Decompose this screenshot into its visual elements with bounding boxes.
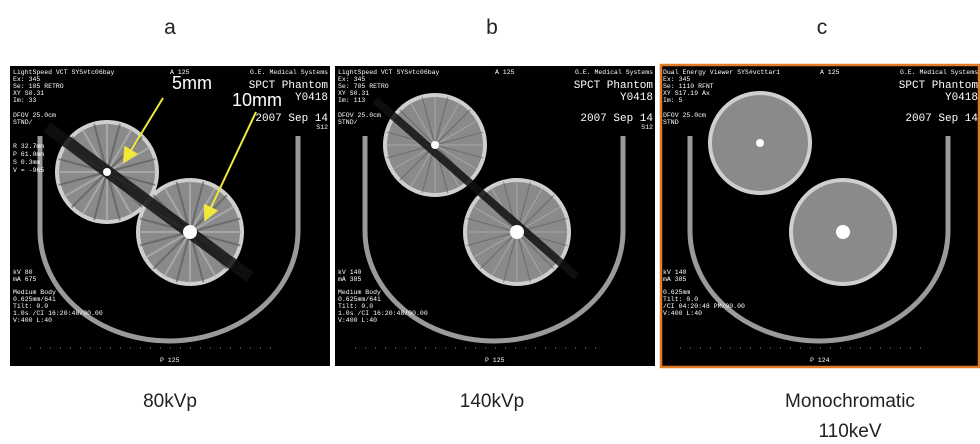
overlay-text: 0.625mm/64i [338, 296, 381, 303]
rod-large [510, 225, 524, 239]
rod-small [431, 141, 439, 149]
arrow [122, 97, 164, 164]
overlay-text: STND/ [13, 119, 33, 126]
panel-letter: a [164, 16, 176, 39]
overlay-text: Medium Body [13, 289, 56, 296]
overlay-text: P 124 [810, 357, 830, 364]
overlay-text: LightSpeed VCT SYS#tc06bay [13, 69, 115, 76]
overlay-text: S 0.3mm [13, 159, 40, 166]
annotation: 5mm [172, 73, 212, 93]
overlay-text: STND [663, 119, 679, 126]
overlay-text: SPCT Phantom [899, 80, 979, 92]
overlay-text: S12 [316, 124, 328, 131]
overlay-text: A 125 [170, 69, 190, 76]
overlay-text: 2007 Sep 14 [905, 113, 978, 125]
overlay-text: /CI 04:20:48 PM/00.00 [663, 303, 745, 310]
overlay-text: V:400 L:40 [663, 310, 702, 317]
panel-border [659, 63, 980, 369]
panel-caption: 80kVp [143, 391, 197, 412]
overlay-text: V = -965 [13, 167, 44, 174]
arrow [203, 111, 257, 222]
overlay-text: Se: 1110 RFNT [663, 83, 714, 90]
overlay-text: 2007 Sep 14 [580, 113, 653, 125]
overlay-text: Im: 5 [663, 97, 683, 104]
annotation: 10mm [232, 90, 282, 110]
rod-small [103, 168, 111, 176]
overlay-text: G.E. Medical Systems [250, 69, 328, 76]
overlay-text: 2007 Sep 14 [255, 113, 328, 125]
overlay-text: Ex: 345 [13, 76, 40, 83]
overlay-text: P 61.0mm [13, 151, 44, 158]
overlay-text: Im: 113 [338, 97, 365, 104]
panel-caption: 110keV [818, 421, 881, 442]
overlay-text: Se: 705 RETRO [338, 83, 389, 90]
overlay-text: Tilt: 0.0 [13, 303, 48, 310]
dark-streak [43, 122, 254, 282]
overlay-text: Y0418 [945, 92, 978, 104]
overlay-text: mA 385 [663, 276, 687, 283]
overlay-text: A 125 [820, 69, 840, 76]
panel-letter: c [817, 16, 828, 39]
table-arc [37, 136, 301, 344]
overlay-text: P 125 [160, 357, 180, 364]
overlay-text: 0.625mm/64i [13, 296, 56, 303]
overlay-text: kV 140 [663, 269, 687, 276]
overlay-text: Ex: 345 [338, 76, 365, 83]
overlay-text: V:400 L:40 [338, 317, 377, 324]
overlay-text: DFOV 25.0cm [13, 112, 56, 119]
overlay-text: Dual Energy Viewer SYS#vcttar1 [663, 69, 780, 76]
overlay-text: G.E. Medical Systems [575, 69, 653, 76]
table-arc [687, 136, 951, 344]
overlay-text: SPCT Phantom [249, 80, 329, 92]
overlay-text: DFOV 25.0cm [663, 112, 706, 119]
rod-large [836, 225, 850, 239]
overlay-text: STND/ [338, 119, 358, 126]
overlay-text: R 32.7mm [13, 143, 44, 150]
overlay-text: Medium Body [338, 289, 381, 296]
overlay-text: XY S0.31 [338, 90, 369, 97]
rod-small [756, 139, 764, 147]
panel-caption: Monochromatic [785, 391, 915, 412]
overlay-text: kV 140 [338, 269, 362, 276]
overlay-text: Y0418 [620, 92, 653, 104]
overlay-text: XY S0.31 [13, 90, 44, 97]
overlay-text: LightSpeed VCT SYS#tc06bay [338, 69, 440, 76]
overlay-text: Tilt: 0.0 [338, 303, 373, 310]
overlay-text: Tilt: 0.0 [663, 296, 698, 303]
overlay-text: A 125 [495, 69, 515, 76]
overlay-text: G.E. Medical Systems [900, 69, 978, 76]
overlay-text: S12 [641, 124, 653, 131]
overlay-text: Im: 33 [13, 97, 37, 104]
overlay-text: DFOV 25.0cm [338, 112, 381, 119]
overlay-text: Ex: 345 [663, 76, 690, 83]
overlay-text: XY S17.19 Ax [663, 90, 710, 97]
overlay-text: mA 385 [338, 276, 362, 283]
overlay-text: V:400 L:40 [13, 317, 52, 324]
dark-streak [372, 96, 580, 281]
overlay-text: mA 675 [13, 276, 37, 283]
overlay-text: Y0418 [295, 92, 328, 104]
overlay-text: kV 80 [13, 269, 33, 276]
overlay-text: Se: 105 RETRO [13, 83, 64, 90]
table-arc [362, 136, 626, 344]
overlay-text: P 125 [485, 357, 505, 364]
overlay-text: 0.625mm [663, 289, 690, 296]
panel-letter: b [486, 16, 498, 39]
overlay-text: 1.0s /CI 16:20:48/00.00 [338, 310, 428, 317]
rod-large [183, 225, 197, 239]
overlay-text: 1.0s /CI 16:20:48/00.00 [13, 310, 103, 317]
panel-caption: 140kVp [460, 391, 524, 412]
overlay-text: SPCT Phantom [574, 80, 654, 92]
